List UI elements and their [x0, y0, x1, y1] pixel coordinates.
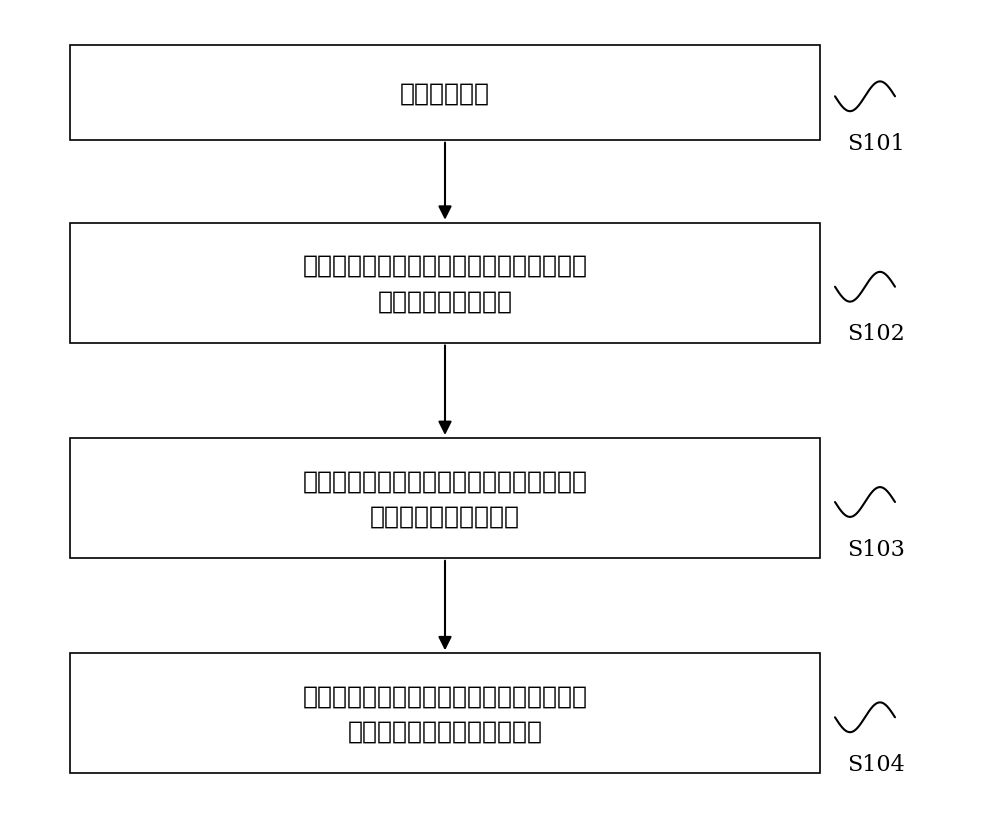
Text: 获取查询条件: 获取查询条件 [400, 81, 490, 105]
Text: S101: S101 [847, 133, 905, 155]
Bar [70, 438, 820, 558]
Text: 获取与查询条件相关联的事实数据表，得到
关联事实数据表集合: 获取与查询条件相关联的事实数据表，得到 关联事实数据表集合 [302, 254, 588, 313]
Text: S104: S104 [847, 753, 905, 775]
Text: S103: S103 [847, 538, 905, 560]
Bar [70, 223, 820, 343]
Bar [70, 653, 820, 773]
Text: 根据确定关联事实数据表集合中事实数据表
的连接关系生成解析树: 根据确定关联事实数据表集合中事实数据表 的连接关系生成解析树 [302, 469, 588, 528]
Text: 根据解析树生成相应的数据查询语言，并通
过数据查询语言执行查询处理: 根据解析树生成相应的数据查询语言，并通 过数据查询语言执行查询处理 [302, 684, 588, 743]
Bar [70, 45, 820, 141]
Text: S102: S102 [847, 323, 905, 345]
